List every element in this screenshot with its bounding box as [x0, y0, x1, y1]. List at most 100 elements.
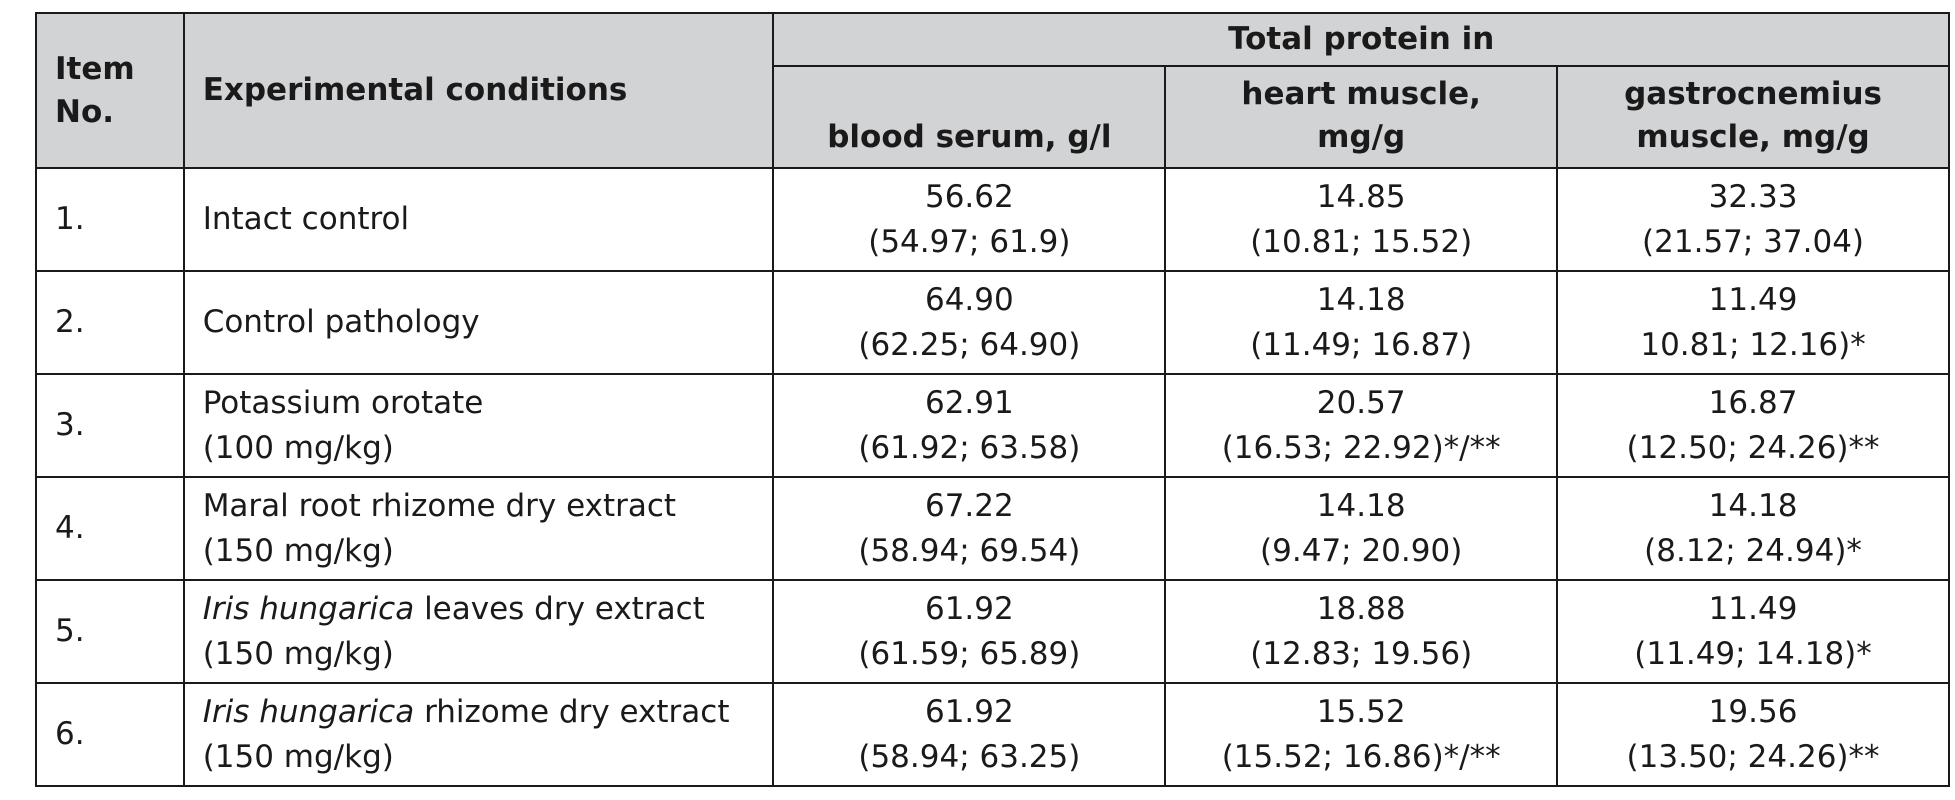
table-row: 1. Intact control 56.62 (54.97; 61.9) 14…	[35, 167, 1950, 272]
heart-range: (12.83; 19.56)	[1250, 635, 1473, 672]
condition-cell: Maral root rhizome dry extract (150 mg/k…	[182, 476, 775, 581]
table-row: 5. Iris hungarica leaves dry extract (15…	[35, 579, 1950, 684]
heart-cell: 14.18 (9.47; 20.90)	[1164, 476, 1559, 581]
item-no-header: Item No.	[35, 12, 185, 169]
heart-median: 14.18	[1316, 487, 1406, 524]
gastro-cell: 32.33 (21.57; 37.04)	[1556, 167, 1950, 272]
serum-range: (54.97; 61.9)	[868, 223, 1071, 260]
serum-range: (62.25; 64.90)	[858, 326, 1081, 363]
protein-table: Item No. Experimental conditions Total p…	[35, 12, 1950, 787]
gastro-range: (13.50; 24.26)**	[1626, 738, 1880, 775]
gastro-median: 14.18	[1708, 487, 1798, 524]
serum-range: (61.92; 63.58)	[858, 429, 1081, 466]
heart-median: 20.57	[1316, 384, 1406, 421]
heart-range: (16.53; 22.92)*/**	[1221, 429, 1501, 466]
heart-range: (15.52; 16.86)*/**	[1221, 738, 1501, 775]
condition-cell: Iris hungarica leaves dry extract (150 m…	[182, 579, 775, 684]
heart-header-line2: mg/g	[1317, 119, 1406, 155]
condition-cell: Intact control	[182, 167, 775, 272]
condition-line2: (150 mg/kg)	[202, 532, 394, 569]
heart-header-line1: heart muscle,	[1241, 76, 1481, 112]
heart-median: 18.88	[1316, 590, 1406, 627]
heart-muscle-header: heart muscle, mg/g	[1164, 65, 1559, 169]
item-no-header-line1: Item	[55, 50, 135, 87]
item-number: 5.	[35, 579, 185, 684]
heart-median: 15.52	[1316, 693, 1406, 730]
condition-line1: Intact control	[203, 197, 773, 242]
condition-text: Control pathology	[202, 304, 480, 340]
serum-median: 61.92	[924, 693, 1014, 730]
gastro-cell: 19.56 (13.50; 24.26)**	[1556, 682, 1950, 787]
heart-cell: 15.52 (15.52; 16.86)*/**	[1164, 682, 1559, 787]
gastro-cell: 11.49 (11.49; 14.18)*	[1556, 579, 1950, 684]
table-row: 4. Maral root rhizome dry extract (150 m…	[35, 476, 1950, 581]
table-row: 3. Potassium orotate (100 mg/kg) 62.91 (…	[35, 373, 1950, 478]
gastro-range: (21.57; 37.04)	[1642, 223, 1865, 260]
gastro-range: (8.12; 24.94)*	[1644, 532, 1862, 569]
serum-cell: 62.91 (61.92; 63.58)	[772, 373, 1167, 478]
gastro-median: 19.56	[1708, 693, 1798, 730]
gastro-cell: 14.18 (8.12; 24.94)*	[1556, 476, 1950, 581]
serum-median: 61.92	[924, 590, 1014, 627]
heart-cell: 14.85 (10.81; 15.52)	[1164, 167, 1559, 272]
serum-cell: 64.90 (62.25; 64.90)	[772, 270, 1167, 375]
total-protein-header: Total protein in	[772, 12, 1950, 67]
serum-range: (61.59; 65.89)	[858, 635, 1081, 672]
condition-cell: Iris hungarica rhizome dry extract (150 …	[182, 682, 775, 787]
serum-cell: 61.92 (58.94; 63.25)	[772, 682, 1167, 787]
gastro-range: 10.81; 12.16)*	[1640, 326, 1866, 363]
heart-cell: 18.88 (12.83; 19.56)	[1164, 579, 1559, 684]
serum-median: 56.62	[924, 178, 1014, 215]
condition-line1: Potassium orotate	[203, 381, 773, 426]
table-row: 6. Iris hungarica rhizome dry extract (1…	[35, 682, 1950, 787]
gastro-median: 16.87	[1708, 384, 1798, 421]
serum-median: 62.91	[924, 384, 1014, 421]
heart-range: (9.47; 20.90)	[1260, 532, 1463, 569]
condition-italic: Iris hungarica	[202, 693, 415, 730]
gastrocnemius-header: gastrocnemius muscle, mg/g	[1556, 65, 1950, 169]
gastro-median: 32.33	[1708, 178, 1798, 215]
item-no-header-line2: No.	[55, 93, 115, 130]
condition-text: Maral root rhizome dry extract	[202, 487, 677, 524]
condition-text: Intact control	[202, 201, 410, 237]
condition-cell: Potassium orotate (100 mg/kg)	[182, 373, 775, 478]
gastro-cell: 11.49 10.81; 12.16)*	[1556, 270, 1950, 375]
condition-line2: (150 mg/kg)	[202, 738, 394, 775]
serum-range: (58.94; 63.25)	[858, 738, 1081, 775]
gastro-header-line2: muscle, mg/g	[1636, 119, 1870, 155]
condition-text: rhizome dry extract	[414, 693, 730, 730]
heart-cell: 14.18 (11.49; 16.87)	[1164, 270, 1559, 375]
condition-line1: Iris hungarica rhizome dry extract	[203, 690, 773, 735]
condition-line1: Maral root rhizome dry extract	[203, 484, 773, 529]
condition-italic: Iris hungarica	[202, 590, 415, 627]
serum-cell: 61.92 (61.59; 65.89)	[772, 579, 1167, 684]
gastro-header-line1: gastrocnemius	[1624, 76, 1882, 112]
condition-text: Potassium orotate	[202, 384, 484, 421]
condition-line1: Iris hungarica leaves dry extract	[203, 587, 773, 632]
heart-range: (11.49; 16.87)	[1250, 326, 1473, 363]
heart-median: 14.85	[1316, 178, 1406, 215]
item-number: 1.	[35, 167, 185, 272]
serum-cell: 67.22 (58.94; 69.54)	[772, 476, 1167, 581]
condition-line2: (100 mg/kg)	[202, 429, 394, 466]
item-number: 2.	[35, 270, 185, 375]
protein-table-container: Item No. Experimental conditions Total p…	[35, 12, 1950, 787]
item-number: 3.	[35, 373, 185, 478]
gastro-cell: 16.87 (12.50; 24.26)**	[1556, 373, 1950, 478]
gastro-median: 11.49	[1708, 281, 1798, 318]
serum-cell: 56.62 (54.97; 61.9)	[772, 167, 1167, 272]
heart-range: (10.81; 15.52)	[1250, 223, 1473, 260]
heart-cell: 20.57 (16.53; 22.92)*/**	[1164, 373, 1559, 478]
condition-cell: Control pathology	[182, 270, 775, 375]
gastro-range: (12.50; 24.26)**	[1626, 429, 1880, 466]
serum-median: 64.90	[924, 281, 1014, 318]
item-number: 4.	[35, 476, 185, 581]
condition-line1: Control pathology	[203, 300, 773, 345]
table-body: 1. Intact control 56.62 (54.97; 61.9) 14…	[35, 167, 1950, 787]
table-header: Item No. Experimental conditions Total p…	[35, 12, 1950, 169]
table-row: 2. Control pathology 64.90 (62.25; 64.90…	[35, 270, 1950, 375]
condition-line2: (150 mg/kg)	[202, 635, 394, 672]
heart-median: 14.18	[1316, 281, 1406, 318]
serum-range: (58.94; 69.54)	[858, 532, 1081, 569]
serum-median: 67.22	[924, 487, 1014, 524]
